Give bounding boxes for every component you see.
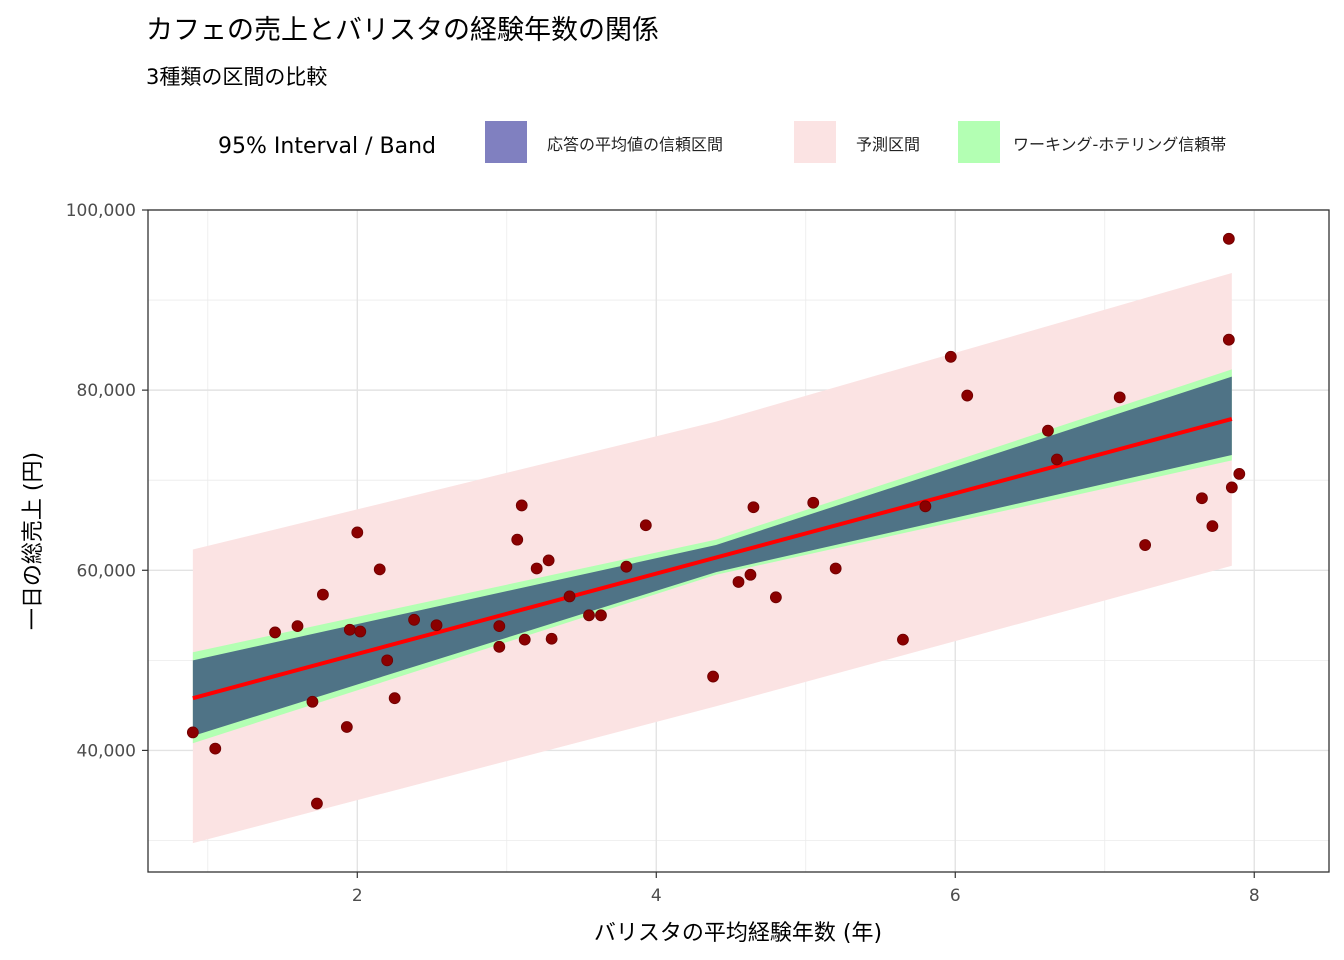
x-axis: 2 4 6 8 — [352, 872, 1260, 906]
data-point-14 — [408, 613, 420, 626]
legend-label-prediction: 予測区間 — [856, 135, 920, 154]
data-point-18 — [511, 533, 524, 546]
data-point-41 — [1051, 453, 1063, 466]
x-tick-label: 6 — [950, 886, 961, 906]
data-points — [186, 232, 1246, 810]
data-point-27 — [620, 560, 633, 573]
legend-label-working-hotelling: ワーキング-ホテリング信頼帯 — [1013, 135, 1226, 154]
data-point-22 — [542, 554, 555, 567]
legend-swatch-confidence — [485, 121, 527, 163]
data-point-26 — [595, 609, 607, 622]
y-tick-label: 40,000 — [77, 741, 136, 761]
x-tick-label: 4 — [651, 886, 662, 906]
data-point-2 — [269, 626, 281, 639]
data-point-12 — [381, 654, 394, 667]
chart-title: カフェの売上とバリスタの経験年数の関係 — [146, 15, 659, 46]
data-point-34 — [807, 496, 820, 509]
legend-swatch-working-hotelling — [958, 121, 1000, 163]
data-point-38 — [944, 350, 957, 363]
data-point-13 — [388, 692, 401, 705]
data-point-33 — [769, 591, 782, 604]
legend-swatch-prediction — [794, 121, 836, 163]
data-point-35 — [829, 562, 842, 575]
data-point-4 — [306, 695, 319, 708]
data-point-36 — [897, 633, 909, 646]
data-point-7 — [340, 721, 353, 733]
data-point-47 — [1222, 333, 1235, 346]
data-point-32 — [747, 501, 760, 514]
data-point-19 — [515, 499, 528, 512]
data-point-37 — [919, 500, 932, 513]
y-axis-title: 一日の総売上 (円) — [21, 452, 46, 630]
data-point-40 — [1042, 424, 1054, 437]
data-point-46 — [1222, 232, 1235, 245]
legend-title: 95% Interval / Band — [218, 134, 436, 159]
data-point-39 — [961, 389, 974, 402]
data-point-15 — [430, 619, 443, 632]
x-axis-title: バリスタの平均経験年数 (年) — [594, 921, 882, 946]
x-tick-label: 2 — [352, 886, 363, 906]
data-point-1 — [209, 742, 222, 755]
x-tick-label: 8 — [1249, 886, 1260, 906]
data-point-43 — [1139, 539, 1152, 551]
y-tick-label: 100,000 — [66, 201, 136, 221]
data-point-5 — [311, 797, 323, 810]
y-tick-label: 60,000 — [77, 561, 136, 581]
y-axis: 40,000 60,000 80,000 100,000 — [66, 201, 148, 761]
data-point-24 — [563, 590, 576, 603]
legend-label-confidence: 応答の平均値の信頼区間 — [547, 135, 723, 154]
data-point-30 — [732, 576, 745, 588]
data-point-48 — [1225, 481, 1238, 494]
data-point-10 — [354, 625, 367, 638]
data-point-9 — [351, 526, 364, 539]
data-point-6 — [317, 588, 329, 601]
data-point-3 — [291, 620, 304, 633]
chart-subtitle: 3種類の区間の比較 — [146, 65, 327, 89]
data-point-21 — [530, 562, 543, 575]
data-point-31 — [744, 568, 757, 581]
data-point-28 — [639, 519, 652, 532]
y-tick-label: 80,000 — [77, 381, 136, 401]
data-point-23 — [545, 632, 558, 645]
data-point-20 — [518, 633, 531, 646]
data-point-11 — [373, 563, 386, 576]
confidence-interval-band — [192, 376, 1232, 736]
data-point-42 — [1113, 391, 1126, 404]
legend: 95% Interval / Band 応答の平均値の信頼区間 予測区間 ワーキ… — [218, 121, 1226, 163]
data-point-29 — [707, 670, 719, 683]
plot-border — [147, 209, 1330, 873]
data-point-44 — [1196, 492, 1208, 505]
data-point-0 — [186, 726, 199, 739]
data-point-8 — [343, 623, 356, 636]
plot-panel — [147, 209, 1330, 873]
data-point-17 — [493, 640, 506, 653]
data-point-25 — [583, 609, 595, 622]
data-point-16 — [493, 620, 506, 633]
data-point-49 — [1233, 467, 1246, 480]
data-point-45 — [1206, 520, 1219, 533]
regression-line — [192, 417, 1233, 701]
